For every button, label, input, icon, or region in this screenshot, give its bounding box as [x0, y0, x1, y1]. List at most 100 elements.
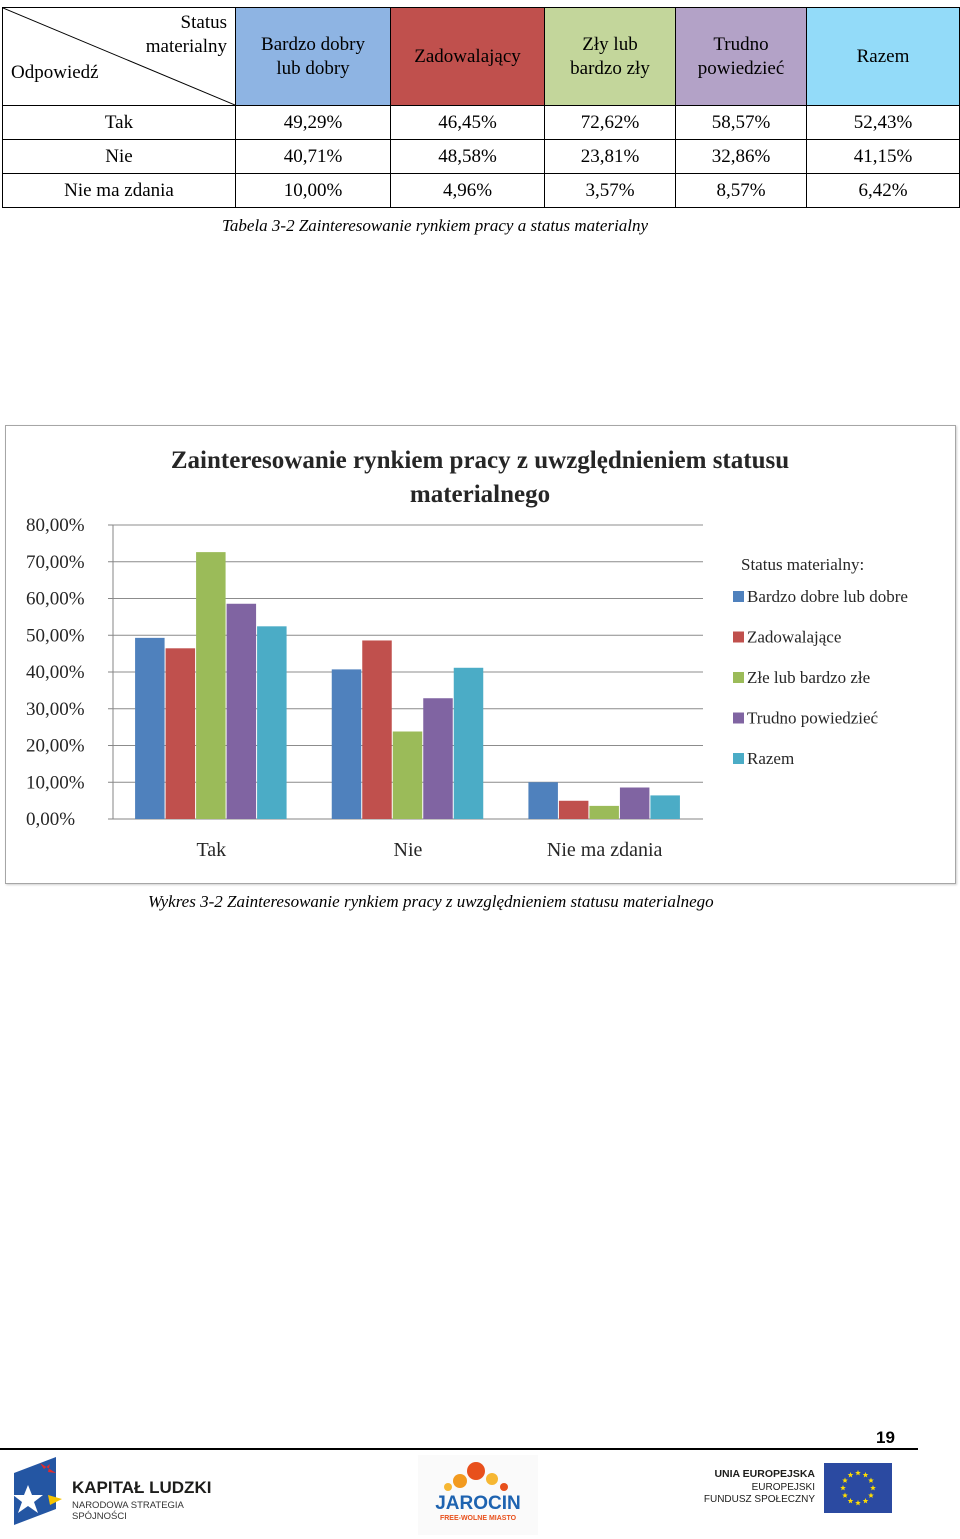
eu-star	[847, 1472, 854, 1478]
bar-razem-nie-ma-zdania	[650, 795, 680, 819]
legend-swatch	[733, 631, 744, 643]
eu-star	[840, 1485, 846, 1491]
header-label-line: powiedzieć	[697, 57, 785, 79]
header-label-line: Zadowalający	[414, 45, 521, 67]
header-razem: Razem	[806, 7, 960, 106]
eu-line3: FUNDUSZ SPOŁECZNY	[703, 1494, 815, 1505]
header-zadowalajacy: Zadowalający	[390, 7, 545, 106]
bar-złe-lub-bardzo-złe-nie-ma-zdania	[589, 805, 619, 819]
table-row: Nie ma zdania 10,00% 4,96% 3,57% 8,57% 6…	[2, 173, 960, 208]
legend-swatch	[733, 753, 744, 764]
kapital-ludzki-subtitle: NARODOWA STRATEGIA SPÓJNOŚCI	[72, 1500, 184, 1522]
kapital-ludzki-logo: KAPITAŁ LUDZKI NARODOWA STRATEGIA SPÓJNO…	[10, 1455, 240, 1531]
bar-trudno-powiedzieć-nie-ma-zdania	[619, 787, 650, 819]
diagonal-line	[3, 8, 235, 105]
table-cell: 32,86%	[675, 139, 807, 174]
corner-top-line1: Status	[180, 12, 227, 33]
chart-container: Zainteresowanie rynkiem pracy z uwzględn…	[5, 425, 956, 884]
bar-bardzo-dobre-lub-dobre-tak	[135, 637, 165, 819]
header-label-line: Bardzo dobry	[261, 33, 365, 55]
eu-star	[855, 1500, 861, 1506]
header-trudno: Trudno powiedzieć	[675, 7, 807, 106]
header-zly: Zły lub bardzo zły	[544, 7, 676, 106]
eu-star	[862, 1472, 869, 1478]
jarocin-title: JAROCIN	[435, 1493, 521, 1514]
eu-star	[842, 1477, 848, 1483]
chart-title-line2: materialnego	[410, 481, 550, 508]
kapital-ludzki-title: KAPITAŁ LUDZKI	[72, 1478, 212, 1497]
y-tick-label: 80,00%	[26, 515, 85, 536]
header-bardzo-dobry: Bardzo dobry lub dobry	[235, 7, 391, 106]
corner-top-line2: materialny	[145, 36, 227, 57]
header-label-line: Razem	[856, 45, 910, 67]
row-label: Nie	[2, 139, 236, 174]
table-cell: 4,96%	[390, 173, 545, 208]
legend-title: Status materialny:	[741, 555, 864, 574]
bar-zadowalające-tak	[165, 648, 196, 819]
bar-trudno-powiedzieć-tak	[226, 603, 257, 819]
table-cell: 72,62%	[544, 105, 676, 140]
header-label-line: Trudno	[713, 33, 769, 55]
y-tick-label: 30,00%	[26, 699, 85, 720]
bar-bardzo-dobre-lub-dobre-nie-ma-zdania	[528, 782, 558, 819]
y-tick-label: 10,00%	[26, 772, 85, 793]
x-tick-label: Nie ma zdania	[547, 839, 663, 861]
table-cell: 41,15%	[806, 139, 960, 174]
legend-label: Zadowalające	[747, 628, 841, 647]
table-cell: 58,57%	[675, 105, 807, 140]
corner-top-label: Status materialny	[146, 11, 227, 59]
legend-label: Bardzo dobre lub dobre	[747, 587, 908, 606]
jarocin-subtitle: FREE-WOLNE MIASTO	[439, 1515, 517, 1522]
eu-flag-icon	[824, 1463, 892, 1513]
chart-legend: Status materialny: Bardzo dobre lub dobr…	[733, 555, 908, 768]
table-cell: 48,58%	[390, 139, 545, 174]
bar-bardzo-dobre-lub-dobre-nie	[331, 669, 362, 819]
table-cell: 49,29%	[235, 105, 391, 140]
table-cell: 46,45%	[390, 105, 545, 140]
bar-złe-lub-bardzo-złe-tak	[196, 552, 226, 819]
eu-star	[847, 1497, 854, 1504]
legend-label: Trudno powiedzieć	[747, 709, 879, 728]
bar-złe-lub-bardzo-złe-nie	[392, 731, 423, 819]
table-cell: 40,71%	[235, 139, 391, 174]
eu-star	[870, 1485, 876, 1491]
bar-trudno-powiedzieć-nie	[423, 698, 453, 819]
chart-title: Zainteresowanie rynkiem pracy z uwzględn…	[171, 447, 789, 508]
bar-chart: Zainteresowanie rynkiem pracy z uwzględn…	[26, 447, 908, 861]
table-header-row: Status materialny Odpowiedź Bardzo dobry…	[2, 7, 960, 106]
bar-zadowalające-nie	[362, 640, 392, 819]
legend-label: Złe lub bardzo złe	[747, 668, 870, 687]
status-table: Status materialny Odpowiedź Bardzo dobry…	[2, 7, 960, 208]
eu-line1: UNIA EUROPEJSKA	[714, 1468, 815, 1480]
corner-bottom-label: Odpowiedź	[11, 62, 99, 83]
header-label-line: lub dobry	[276, 57, 350, 79]
table-cell: 6,42%	[806, 173, 960, 208]
y-tick-label: 20,00%	[26, 736, 85, 757]
bar-razem-tak	[257, 626, 287, 819]
bar-razem-nie	[453, 667, 484, 819]
table-row: Nie 40,71% 48,58% 23,81% 32,86% 41,15%	[2, 139, 960, 174]
table-corner-cell: Status materialny Odpowiedź	[2, 7, 236, 106]
legend-swatch	[733, 591, 744, 602]
y-tick-label: 40,00%	[26, 662, 85, 683]
y-tick-label: 70,00%	[26, 552, 85, 573]
x-axis-ticks: Tak Nie Nie ma zdania	[196, 839, 662, 861]
y-axis-ticks: 0,00% 10,00% 20,00% 30,00% 40,00% 50,00% 60,00…	[26, 515, 85, 830]
eu-star	[868, 1492, 874, 1498]
eu-line2: EUROPEJSKI	[751, 1482, 815, 1493]
chart-caption: Wykres 3-2 Zainteresowanie rynkiem pracy…	[148, 892, 714, 911]
row-label: Tak	[2, 105, 236, 140]
eu-star	[842, 1492, 848, 1498]
eu-star	[855, 1470, 861, 1476]
jarocin-logo: JAROCIN FREE-WOLNE MIASTO	[418, 1455, 538, 1535]
chart-bars	[135, 552, 680, 819]
x-tick-label: Tak	[196, 839, 226, 861]
chart-title-line1: Zainteresowanie rynkiem pracy z uwzględn…	[171, 447, 789, 474]
eu-star	[862, 1497, 869, 1504]
table-row: Tak 49,29% 46,45% 72,62% 58,57% 52,43%	[2, 105, 960, 140]
table-cell: 3,57%	[544, 173, 676, 208]
y-tick-label: 50,00%	[26, 625, 85, 646]
x-tick-label: Nie	[394, 839, 423, 861]
table-cell: 52,43%	[806, 105, 960, 140]
footer-divider	[0, 1448, 918, 1450]
